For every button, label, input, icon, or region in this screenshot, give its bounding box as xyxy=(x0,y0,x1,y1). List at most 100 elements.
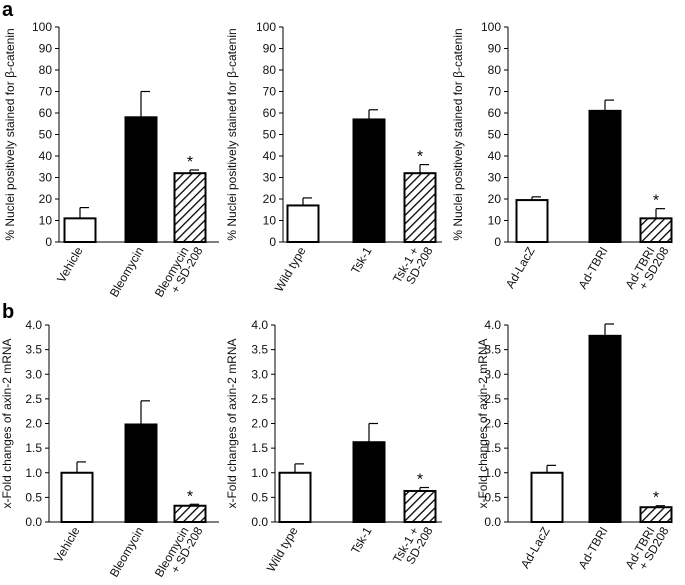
y-tick-label: 0 xyxy=(494,235,501,249)
y-tick-label: 3.5 xyxy=(484,343,501,357)
y-tick-label: 3.0 xyxy=(25,367,42,381)
y-tick-label: 2.0 xyxy=(25,417,42,431)
y-axis-title: x-Fold changes of axin-2 mRNA xyxy=(476,338,490,508)
category-label: Ad-LacZ xyxy=(518,525,553,571)
y-tick-label: 90 xyxy=(263,42,277,56)
category-label: Vehicle xyxy=(54,244,86,285)
bar-1 xyxy=(286,204,320,243)
bar-3 xyxy=(173,504,207,523)
bar-1 xyxy=(278,471,312,523)
significance-marker: * xyxy=(417,149,423,166)
y-tick-label: 4.0 xyxy=(25,318,42,332)
bar-3 xyxy=(639,506,673,524)
y-tick-label: 4.0 xyxy=(251,318,268,332)
category-label: Ad-LacZ xyxy=(503,245,538,291)
bar-2 xyxy=(588,109,622,243)
significance-marker: * xyxy=(417,472,423,489)
y-tick-label: 50 xyxy=(263,128,277,142)
chart-2: 0 10 20 30 40 50 60 70 80 90 100 % Nuclei positivel… xyxy=(225,20,442,294)
bar-2 xyxy=(124,116,158,243)
panel-letter-a: a xyxy=(2,0,14,21)
y-tick-label: 30 xyxy=(263,171,277,185)
bar-2 xyxy=(588,334,622,523)
bar-1 xyxy=(63,217,97,244)
y-tick-label: 3.0 xyxy=(251,367,268,381)
y-tick-label: 2.0 xyxy=(251,417,268,431)
y-tick-label: 90 xyxy=(488,42,502,56)
y-tick-label: 80 xyxy=(488,63,502,77)
y-tick-label: 50 xyxy=(488,128,502,142)
y-tick-label: 40 xyxy=(39,149,53,163)
y-tick-label: 1.5 xyxy=(25,441,42,455)
y-axis-title: x-Fold changes of axin-2 mRNA xyxy=(225,338,239,508)
chart-3: 0 10 20 30 40 50 60 70 80 90 100 % Nuclei positivel… xyxy=(451,20,673,292)
category-label: Wild type xyxy=(272,244,309,294)
y-tick-label: 70 xyxy=(263,85,277,99)
y-tick-label: 40 xyxy=(263,149,277,163)
category-label: Tsk-1 xyxy=(348,244,375,276)
significance-marker: * xyxy=(187,154,193,171)
y-tick-label: 40 xyxy=(488,149,502,163)
y-tick-label: 80 xyxy=(39,63,53,77)
panel-letter-b: b xyxy=(2,301,14,323)
y-tick-label: 1.0 xyxy=(484,466,501,480)
chart-1: 0 10 20 30 40 50 60 70 80 90 100 % Nuclei positivel… xyxy=(3,20,219,299)
y-tick-label: 70 xyxy=(39,85,53,99)
y-axis-title: % Nuclei positively stained for β-cateni… xyxy=(225,28,239,240)
y-tick-label: 0.5 xyxy=(251,490,268,504)
y-tick-label: 1.0 xyxy=(251,466,268,480)
chart-5: 0.0 0.5 1.0 1.5 2.0 2.5 3.0 3.5 4.0 x-Fold change… xyxy=(225,318,442,574)
category-label: Wild type xyxy=(264,524,301,574)
y-tick-label: 2.5 xyxy=(484,392,501,406)
bar-1 xyxy=(60,471,94,523)
category-label: Tsk-1 xyxy=(348,524,375,556)
y-axis-title: % Nuclei positively stained for β-cateni… xyxy=(451,28,465,240)
y-tick-label: 0.0 xyxy=(484,515,501,529)
category-label: Bleomycin xyxy=(107,525,147,580)
y-tick-label: 50 xyxy=(39,128,53,142)
y-tick-label: 20 xyxy=(263,192,277,206)
y-tick-label: 0.5 xyxy=(484,490,501,504)
bar-3 xyxy=(403,172,437,243)
y-tick-label: 0.0 xyxy=(251,515,268,529)
y-tick-label: 2.0 xyxy=(484,417,501,431)
significance-marker: * xyxy=(653,193,659,210)
y-tick-label: 20 xyxy=(39,192,53,206)
bar-2 xyxy=(352,441,386,523)
y-tick-label: 10 xyxy=(39,214,53,228)
y-tick-label: 3.0 xyxy=(484,367,501,381)
y-tick-label: 1.5 xyxy=(484,441,501,455)
y-tick-label: 60 xyxy=(263,106,277,120)
y-tick-label: 0.0 xyxy=(25,515,42,529)
y-tick-label: 90 xyxy=(39,42,53,56)
significance-marker: * xyxy=(187,488,193,505)
bar-3 xyxy=(639,217,673,244)
y-tick-label: 20 xyxy=(488,192,502,206)
significance-marker: * xyxy=(653,490,659,507)
bar-1 xyxy=(530,471,564,523)
y-tick-label: 1.5 xyxy=(251,441,268,455)
y-tick-label: 2.5 xyxy=(25,392,42,406)
y-tick-label: 10 xyxy=(263,214,277,228)
y-tick-label: 2.5 xyxy=(251,392,268,406)
category-label: Bleomycin xyxy=(107,245,147,300)
y-tick-label: 4.0 xyxy=(484,318,501,332)
y-axis-title: % Nuclei positively stained for β-cateni… xyxy=(3,28,17,240)
y-tick-label: 60 xyxy=(39,106,53,120)
y-tick-label: 0 xyxy=(45,235,52,249)
y-tick-label: 30 xyxy=(39,171,53,185)
bar-2 xyxy=(352,118,386,243)
category-label: Ad-TBRI xyxy=(575,525,610,572)
chart-4: 0.0 0.5 1.0 1.5 2.0 2.5 3.0 3.5 4.0 x-Fold change… xyxy=(0,318,219,579)
y-tick-label: 30 xyxy=(488,171,502,185)
bar-2 xyxy=(124,423,158,523)
y-tick-label: 100 xyxy=(256,20,276,34)
y-tick-label: 100 xyxy=(481,20,501,34)
y-tick-label: 80 xyxy=(263,63,277,77)
category-label: Vehicle xyxy=(51,524,83,565)
bar-3 xyxy=(173,172,207,243)
y-tick-label: 0 xyxy=(269,235,276,249)
bar-1 xyxy=(515,199,549,243)
y-tick-label: 3.5 xyxy=(25,343,42,357)
